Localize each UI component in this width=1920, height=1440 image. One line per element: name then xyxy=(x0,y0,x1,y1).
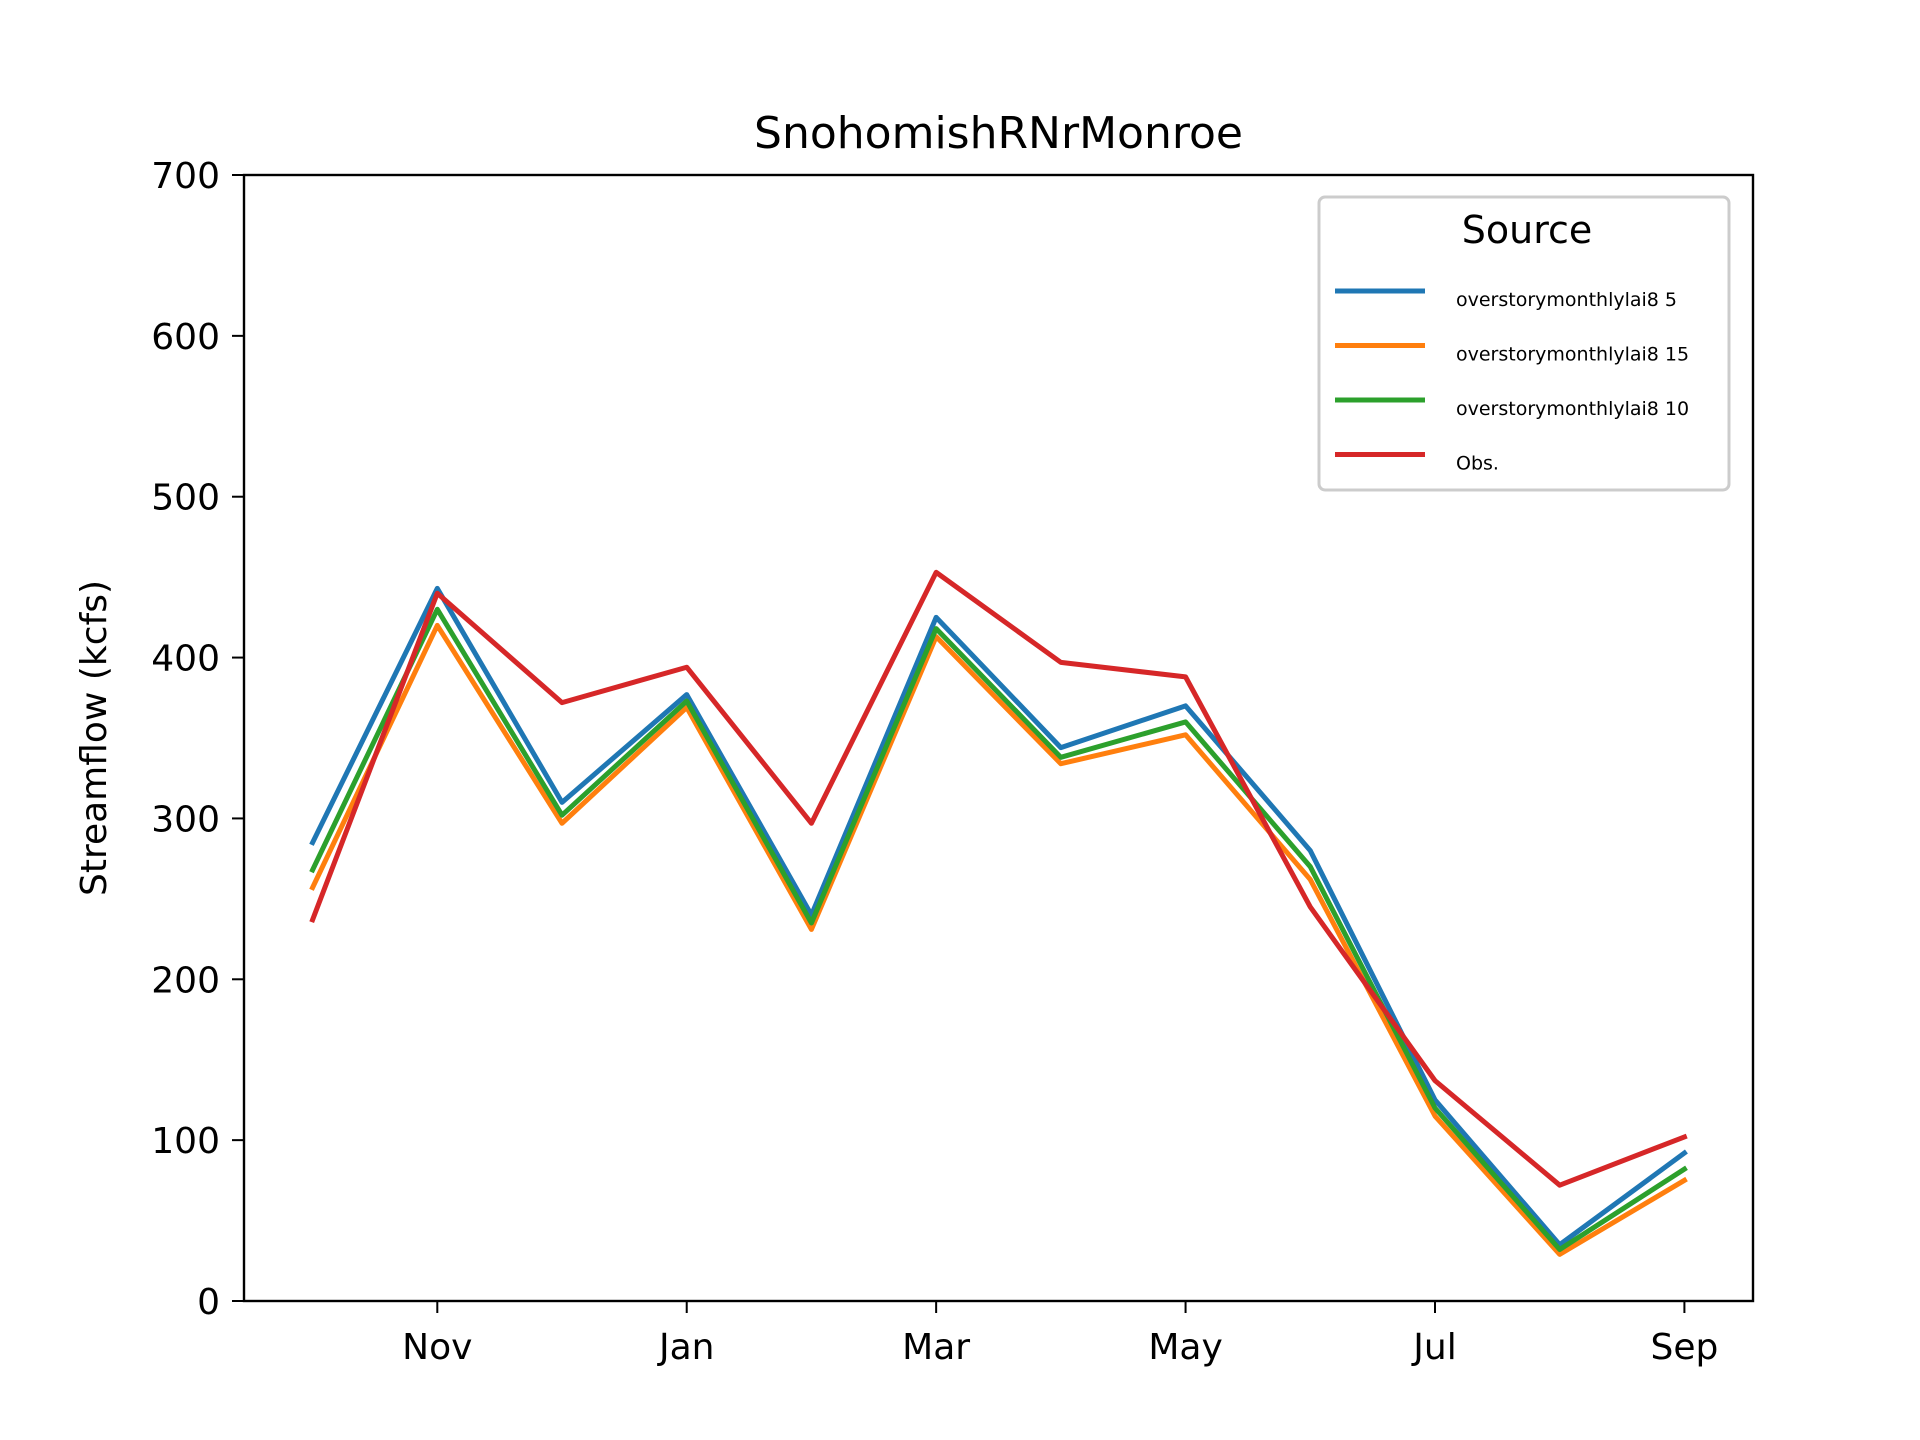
y-tick-label: 500 xyxy=(151,478,220,519)
legend-label-1: overstorymonthlylai8 5 xyxy=(1456,289,1677,311)
x-tick-label: May xyxy=(1148,1327,1222,1368)
legend-items: overstorymonthlylai8 5 overstorymonthlyla… xyxy=(1335,288,1689,475)
series-line-1 xyxy=(309,585,1688,1248)
x-tick-label: Sep xyxy=(1650,1327,1718,1368)
series-line-2 xyxy=(309,622,1688,1257)
y-tick-label: 300 xyxy=(151,799,220,840)
chart-title: SnohomishRNrMonroe xyxy=(754,108,1243,159)
series-line-4 xyxy=(309,569,1688,1188)
y-tick-label: 600 xyxy=(151,317,220,358)
plot-frame xyxy=(242,173,1755,1303)
y-tick-label: 100 xyxy=(151,1121,220,1162)
y-axis-label: Streamflow (kcfs) xyxy=(74,580,115,896)
x-tick-label: Nov xyxy=(402,1327,472,1368)
x-tick-label: Jul xyxy=(1411,1327,1456,1368)
legend: Source overstorymonthlylai8 5overstorymo… xyxy=(1317,195,1731,492)
legend-box xyxy=(1317,195,1731,492)
x-tick-label: Jan xyxy=(657,1327,715,1368)
legend-label-3: overstorymonthlylai8 10 xyxy=(1456,398,1689,420)
x-tick-label: Mar xyxy=(902,1327,970,1368)
series-layer xyxy=(309,569,1688,1257)
y-tick-label: 0 xyxy=(197,1282,220,1323)
y-tick-label: 400 xyxy=(151,639,220,680)
legend-label-4: Obs. xyxy=(1456,453,1499,475)
series-line-3 xyxy=(309,606,1688,1253)
ticks-layer: 0 100 200 300 400 500 600 700 Nov Jan Mar May Jul Sep xyxy=(151,156,1718,1368)
legend-label-2: overstorymonthlylai8 15 xyxy=(1456,344,1689,366)
legend-title: Source xyxy=(1462,208,1593,252)
y-tick-label: 200 xyxy=(151,960,220,1001)
y-tick-label: 700 xyxy=(151,156,220,197)
